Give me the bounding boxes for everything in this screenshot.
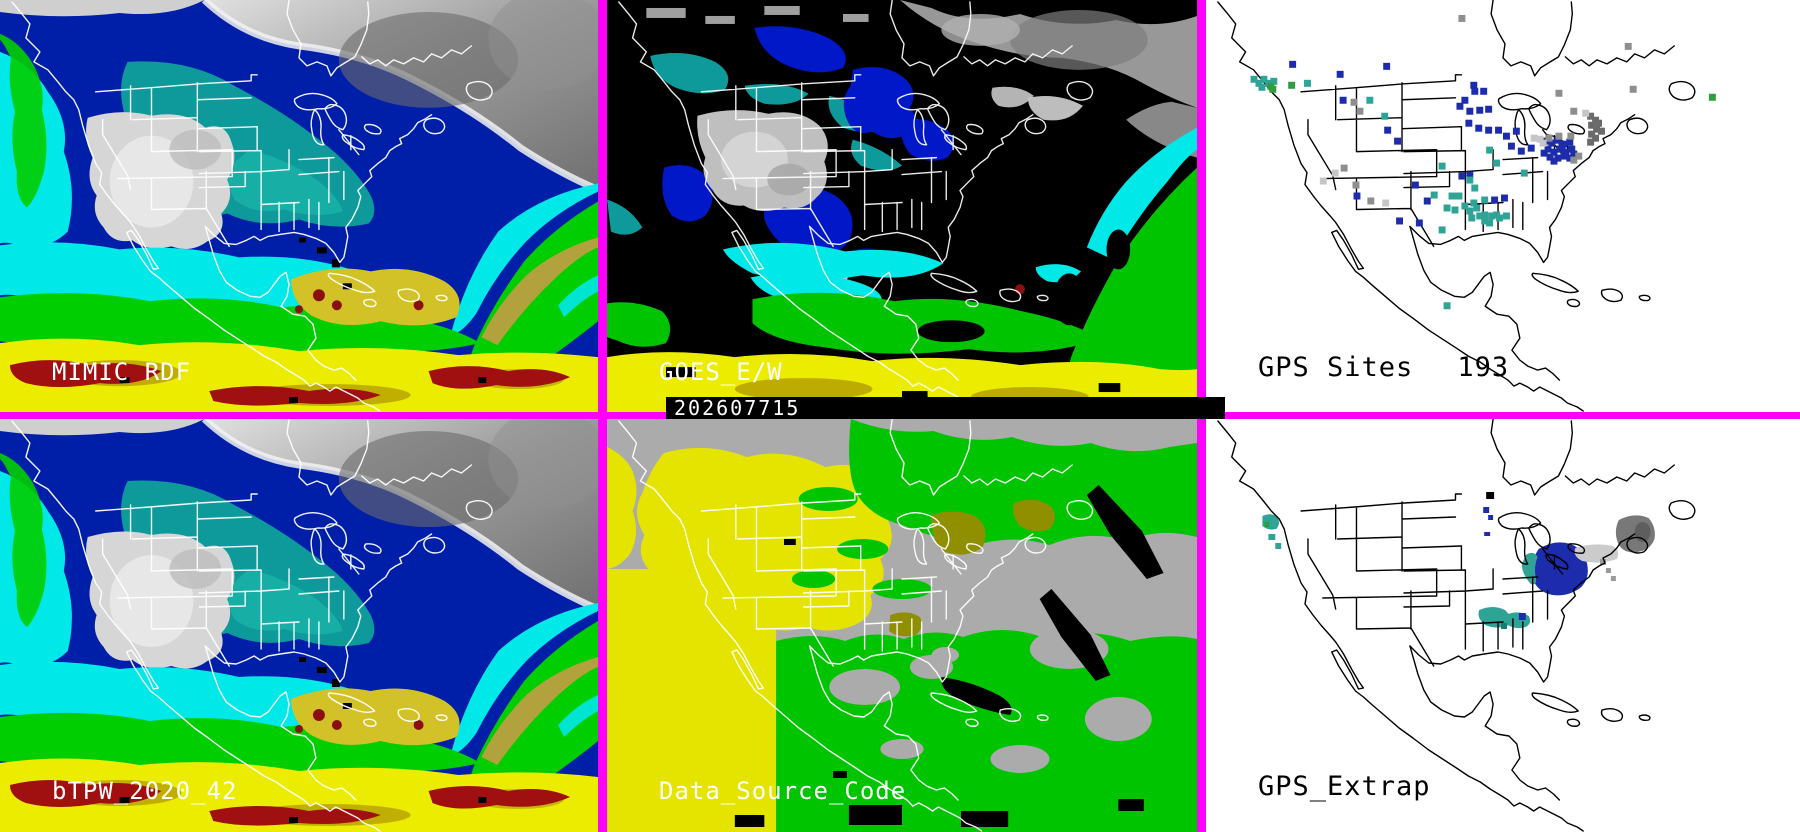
goes-ew-imagery	[607, 0, 1197, 412]
panel-gps-extrap: GPS_Extrap	[1206, 419, 1800, 832]
panel-label-mimic-rdf: MIMIC RDF	[52, 358, 192, 386]
gps-sites-count: 193	[1457, 352, 1510, 383]
panel-label-data-source-code: Data_Source_Code	[659, 777, 907, 805]
btpw-imagery	[0, 419, 598, 832]
mimic-rdf-imagery	[0, 0, 598, 412]
panel-label-btpw: bTPW_2020_42	[52, 777, 238, 805]
gps-sites-label-text: GPS Sites	[1258, 352, 1414, 383]
timestamp-text: 202607715	[674, 396, 801, 420]
data-source-code-imagery	[607, 419, 1197, 832]
panel-label-gps-extrap: GPS_Extrap	[1258, 771, 1431, 802]
panel-data-source-code: Data_Source_Code	[607, 419, 1197, 832]
gps-extrap-map	[1206, 419, 1800, 832]
panel-btpw: bTPW_2020_42	[0, 419, 598, 832]
panel-goes-ew: GOES_E/W	[607, 0, 1197, 412]
panel-label-gps-sites: GPS Sites 193	[1258, 352, 1509, 383]
gps-sites-map	[1206, 0, 1800, 412]
panel-mimic-rdf: MIMIC RDF	[0, 0, 598, 412]
gps-sites-points	[1250, 14, 1716, 310]
panel-label-goes-ew: GOES_E/W	[659, 358, 783, 386]
timestamp-bar: 202607715	[666, 397, 1225, 419]
panel-gps-sites: GPS Sites 193	[1206, 0, 1800, 412]
